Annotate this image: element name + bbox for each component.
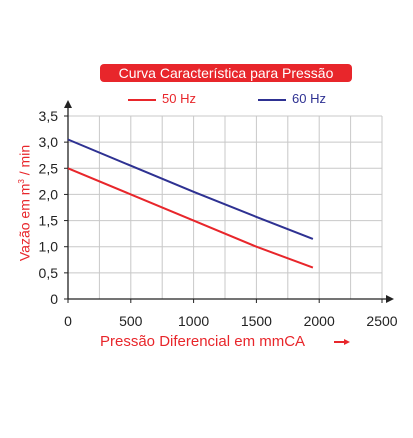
x-axis-label: Pressão Diferencial em mmCA [100, 333, 306, 350]
legend-label-60hz: 60 Hz [292, 91, 326, 106]
x-axis-arrow-icon [386, 295, 394, 303]
y-axis-arrow-icon [64, 100, 72, 108]
y-axis-label: Vazão em m3 / min [13, 128, 33, 278]
y-tick-label: 3,0 [39, 134, 59, 150]
y-axis-label-main: Vazão em m [16, 183, 33, 262]
legend-item-60hz: 60 Hz [258, 90, 326, 108]
y-tick-label: 0,5 [39, 265, 59, 281]
y-axis-label-unit: / min [16, 144, 33, 180]
series [67, 138, 314, 269]
x-tick-label: 2500 [366, 313, 397, 329]
tick-labels: 0 0,5 1,0 1,5 2,0 2,5 3,0 3,5 0 500 1000 1500 2000 25… [39, 108, 398, 329]
y-tick-label: 1,5 [39, 213, 59, 229]
series-line-50-hz [67, 167, 314, 269]
x-tick-label: 500 [119, 313, 143, 329]
legend-swatch-50hz [128, 98, 156, 101]
x-tick-label: 1000 [178, 313, 209, 329]
y-tick-label: 3,5 [39, 108, 59, 124]
x-tick-label: 1500 [241, 313, 272, 329]
chart-title: Curva Característica para Pressão [100, 64, 352, 82]
legend-swatch-60hz [258, 98, 286, 101]
grid [68, 115, 383, 299]
arrow-right-icon [334, 339, 350, 345]
x-tick-label: 0 [64, 313, 72, 329]
y-tick-label: 2,0 [39, 186, 59, 202]
axes [64, 100, 394, 303]
x-tick-label: 2000 [304, 313, 335, 329]
legend-label-50hz: 50 Hz [162, 91, 196, 106]
y-axis-label-superscript: 3 [17, 179, 26, 184]
legend-item-50hz: 50 Hz [128, 90, 196, 108]
y-tick-label: 1,0 [39, 239, 59, 255]
series-line-60-hz [67, 138, 314, 240]
y-tick-label: 0 [50, 291, 58, 307]
y-tick-label: 2,5 [39, 160, 59, 176]
